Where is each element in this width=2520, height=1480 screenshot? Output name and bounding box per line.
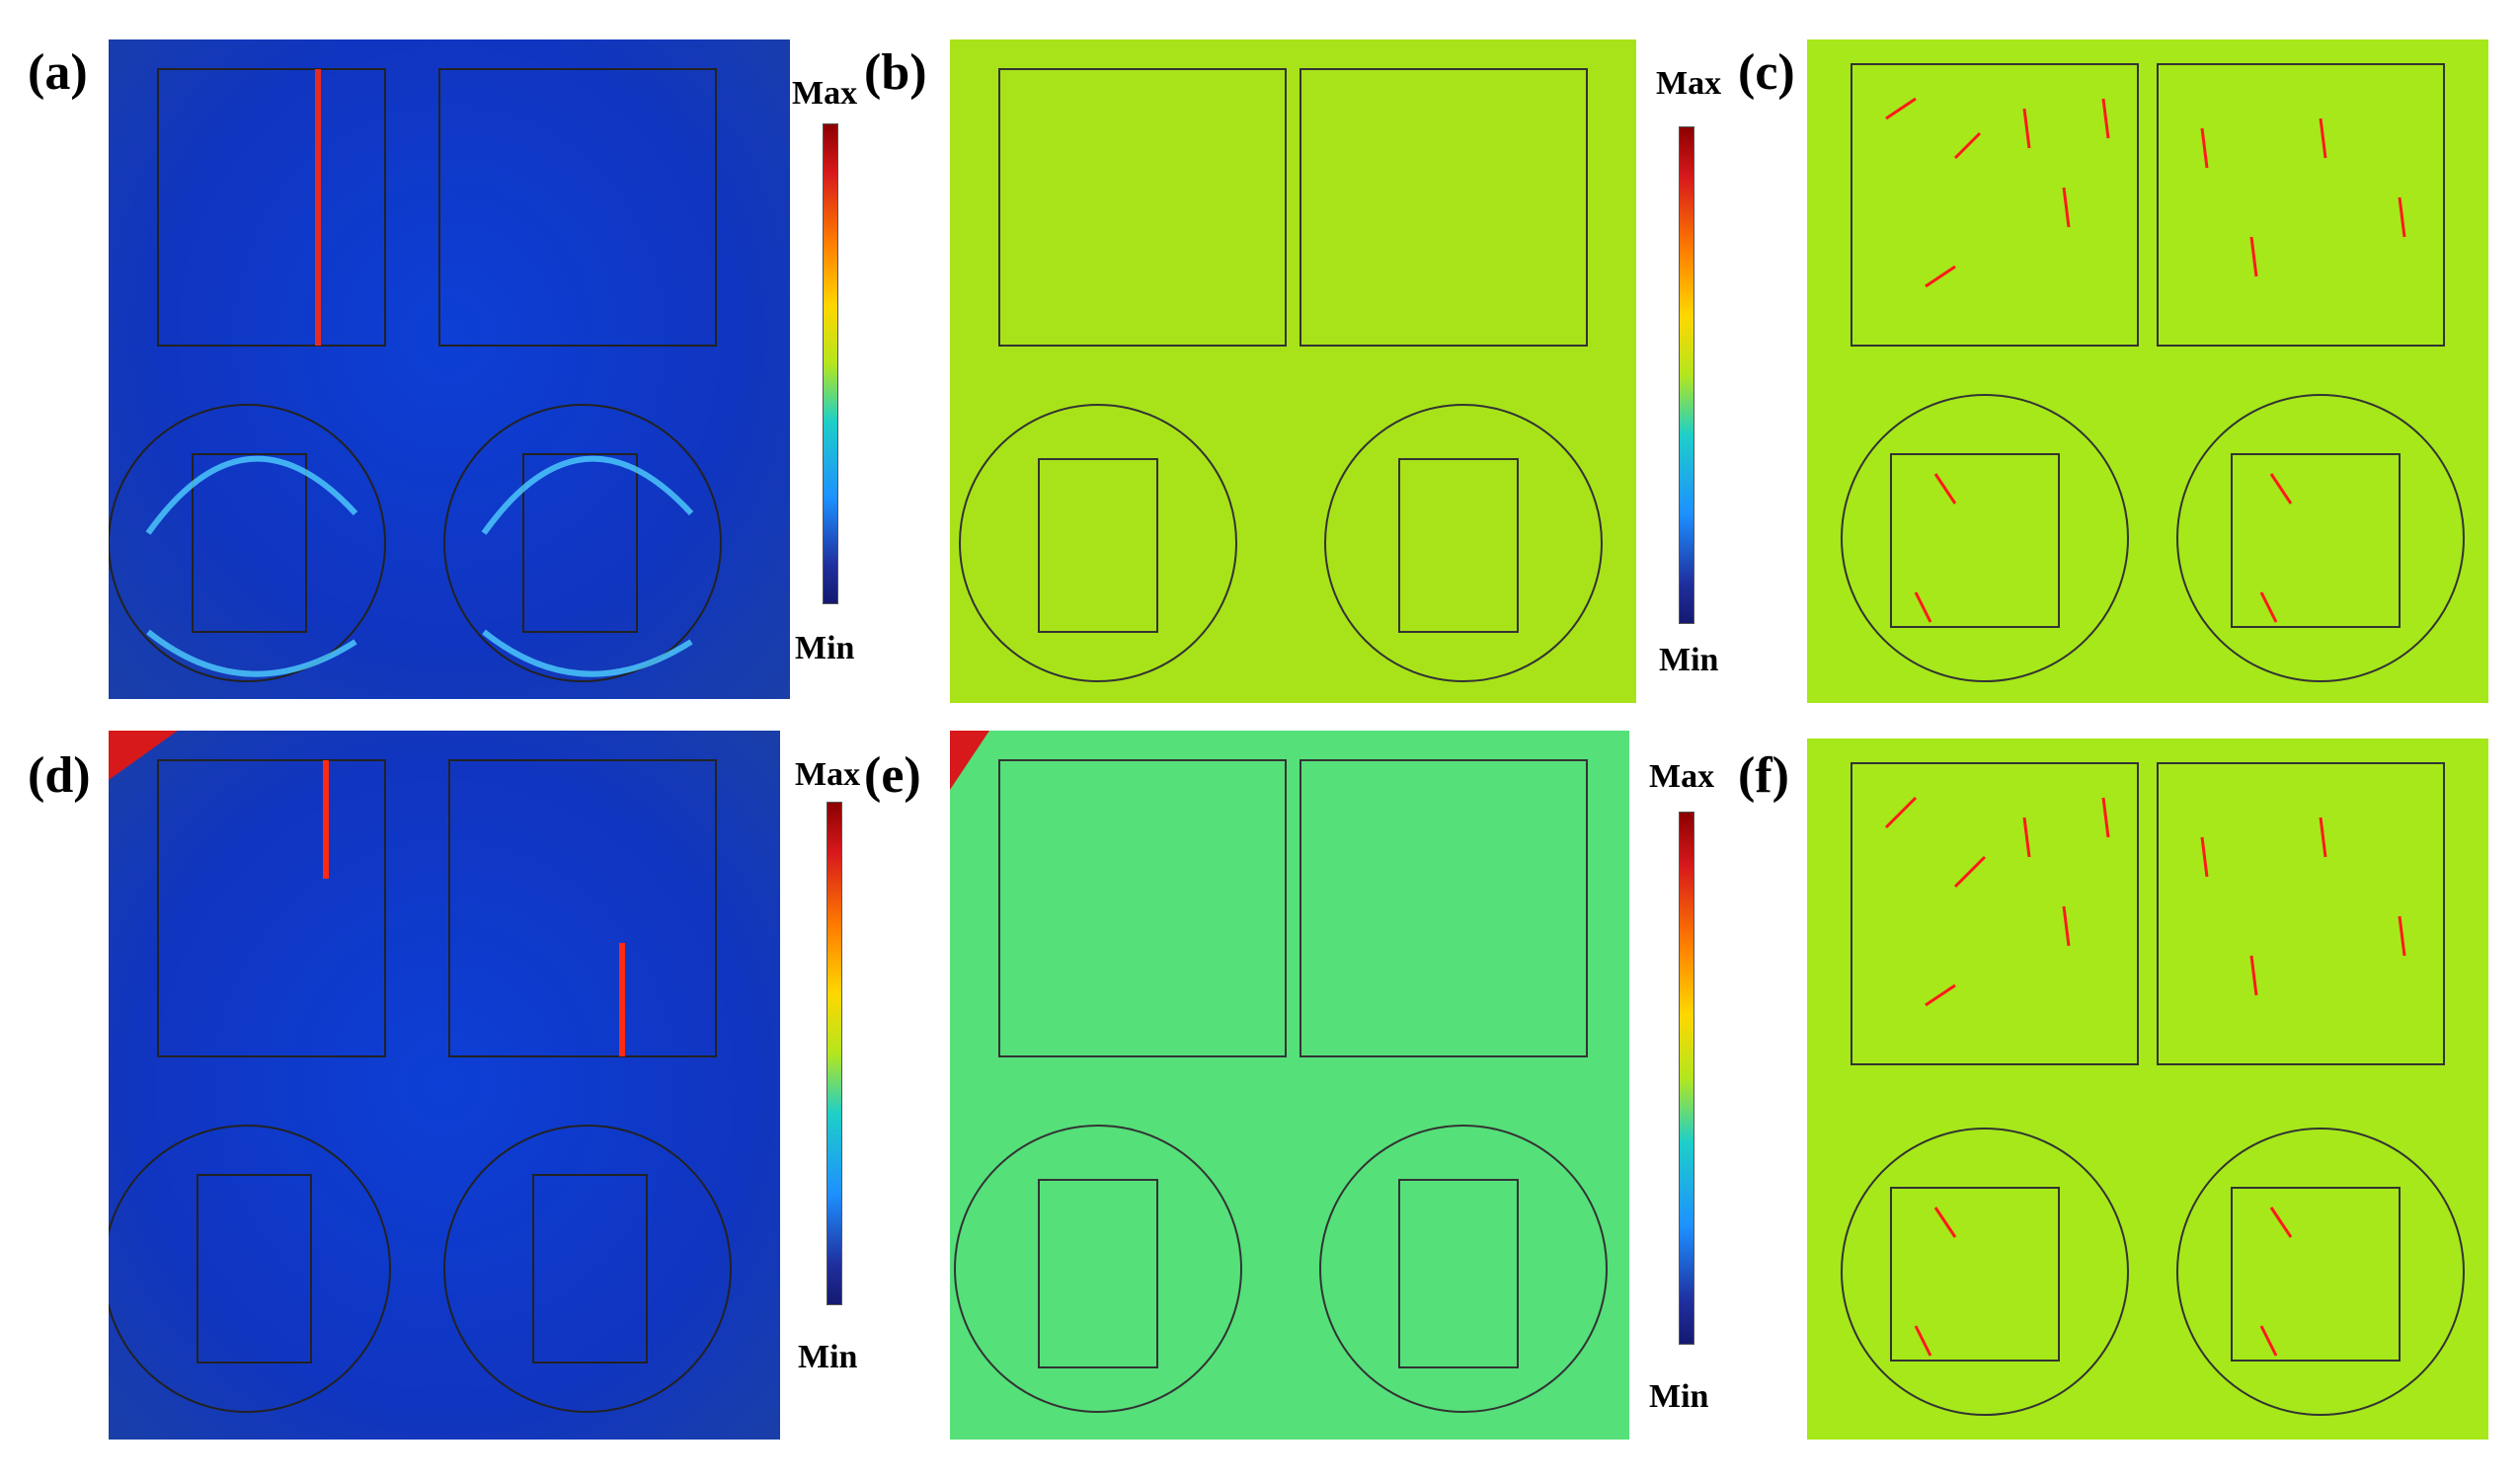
field-map-e xyxy=(950,731,1629,1440)
panel-label-f: (f) xyxy=(1738,747,1789,804)
colorbar-max-d: Max xyxy=(795,756,861,793)
panel-label-e: (e) xyxy=(864,747,921,804)
colorbar-max-b: Max xyxy=(1656,65,1722,102)
structure-outline-d xyxy=(109,731,732,1413)
field-map-a xyxy=(109,39,790,699)
colorbar-a xyxy=(823,123,838,604)
colorbar-min-e: Min xyxy=(1649,1378,1709,1415)
structure-outline-f xyxy=(1841,762,2465,1416)
structure-outline-e xyxy=(950,731,1608,1413)
structure-outline-b xyxy=(959,68,1603,682)
colorbar-d xyxy=(827,802,842,1305)
structure-outline-c xyxy=(1841,63,2465,682)
panel-label-b: (b) xyxy=(864,44,927,101)
colorbar-min-d: Min xyxy=(798,1339,858,1375)
colorbar-max-e: Max xyxy=(1649,758,1715,795)
colorbar-e xyxy=(1679,812,1694,1345)
vector-map-c xyxy=(1807,39,2488,703)
panel-label-c: (c) xyxy=(1738,44,1795,101)
colorbar-min-a: Min xyxy=(795,630,855,666)
colorbar-b xyxy=(1679,126,1694,624)
field-map-b xyxy=(950,39,1636,703)
colorbar-max-a: Max xyxy=(792,75,858,112)
vector-map-f xyxy=(1807,739,2488,1440)
structure-outline-a xyxy=(109,68,722,682)
colorbar-min-b: Min xyxy=(1659,642,1719,678)
panel-label-d: (d) xyxy=(28,747,91,804)
field-map-d xyxy=(109,731,780,1440)
panel-label-a: (a) xyxy=(28,44,88,101)
